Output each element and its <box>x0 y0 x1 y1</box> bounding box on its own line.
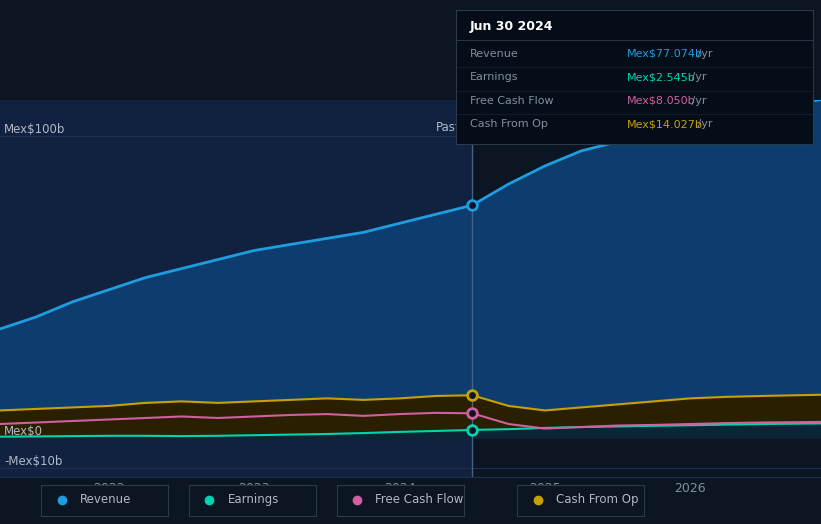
FancyBboxPatch shape <box>41 485 168 516</box>
Text: /yr: /yr <box>694 49 713 59</box>
Text: Revenue: Revenue <box>470 49 519 59</box>
Text: Cash From Op: Cash From Op <box>470 119 548 129</box>
FancyBboxPatch shape <box>517 485 644 516</box>
Text: /yr: /yr <box>694 119 713 129</box>
Text: Past: Past <box>436 121 461 134</box>
Bar <box>472 100 821 477</box>
FancyBboxPatch shape <box>337 485 464 516</box>
Text: Analysts Forecasts: Analysts Forecasts <box>484 121 594 134</box>
Text: /yr: /yr <box>688 72 706 82</box>
Text: -Mex$10b: -Mex$10b <box>4 455 62 468</box>
Text: Mex$8.050b: Mex$8.050b <box>627 96 695 106</box>
Text: Revenue: Revenue <box>80 494 131 507</box>
Text: Mex$2.545b: Mex$2.545b <box>627 72 696 82</box>
Text: Mex$77.074b: Mex$77.074b <box>627 49 703 59</box>
Text: Earnings: Earnings <box>227 494 279 507</box>
Text: /yr: /yr <box>688 96 706 106</box>
Text: Free Cash Flow: Free Cash Flow <box>375 494 464 507</box>
Text: Mex$0: Mex$0 <box>4 424 44 438</box>
Bar <box>0 100 472 477</box>
FancyBboxPatch shape <box>189 485 316 516</box>
Text: Earnings: Earnings <box>470 72 518 82</box>
Text: Jun 30 2024: Jun 30 2024 <box>470 20 553 33</box>
Text: Cash From Op: Cash From Op <box>556 494 638 507</box>
Text: Mex$100b: Mex$100b <box>4 123 66 136</box>
Text: Free Cash Flow: Free Cash Flow <box>470 96 553 106</box>
Text: Mex$14.027b: Mex$14.027b <box>627 119 703 129</box>
